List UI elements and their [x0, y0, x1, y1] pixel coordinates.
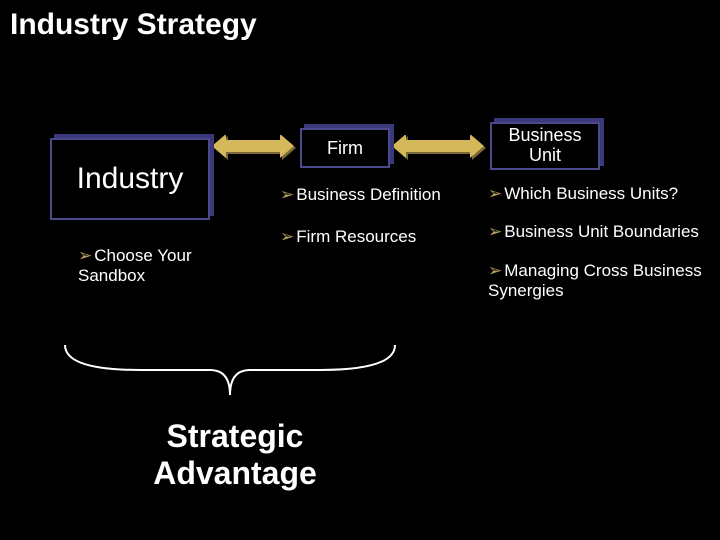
bullet-text: Business Unit Boundaries	[504, 222, 699, 241]
bullet-item: ➢Firm Resources	[280, 227, 460, 247]
business-unit-label: Business Unit	[508, 126, 581, 166]
bullet-text: Managing Cross Business Synergies	[488, 261, 702, 300]
bullet-arrow-icon: ➢	[78, 246, 92, 265]
bullet-item: ➢Business Unit Boundaries	[488, 222, 708, 242]
bullet-arrow-icon: ➢	[488, 184, 502, 203]
bullets-col1: ➢Choose Your Sandbox	[78, 246, 228, 305]
bullet-arrow-icon: ➢	[488, 261, 502, 280]
bullet-text: Choose Your Sandbox	[78, 246, 192, 285]
footer-line1: Strategic	[167, 418, 304, 454]
page-title: Industry Strategy	[10, 8, 257, 42]
curly-brace-icon	[60, 340, 400, 410]
connector-industry-firm	[214, 135, 296, 161]
bullets-col3: ➢Which Business Units? ➢Business Unit Bo…	[488, 184, 708, 320]
bullet-item: ➢Choose Your Sandbox	[78, 246, 228, 287]
bullets-col2: ➢Business Definition ➢Firm Resources	[280, 185, 460, 266]
footer-line2: Advantage	[153, 455, 317, 491]
industry-box: Industry	[50, 138, 210, 220]
bullet-item: ➢Which Business Units?	[488, 184, 708, 204]
bullet-text: Which Business Units?	[504, 184, 678, 203]
bullet-item: ➢Business Definition	[280, 185, 460, 205]
bullet-arrow-icon: ➢	[488, 222, 502, 241]
firm-box: Firm	[300, 128, 390, 168]
business-unit-box: Business Unit	[490, 122, 600, 170]
footer-title: Strategic Advantage	[0, 418, 470, 492]
bullet-item: ➢Managing Cross Business Synergies	[488, 261, 708, 302]
connector-firm-bu	[394, 135, 486, 161]
bullet-arrow-icon: ➢	[280, 185, 294, 204]
bullet-text: Firm Resources	[296, 227, 416, 246]
bullet-arrow-icon: ➢	[280, 227, 294, 246]
bullet-text: Business Definition	[296, 185, 441, 204]
